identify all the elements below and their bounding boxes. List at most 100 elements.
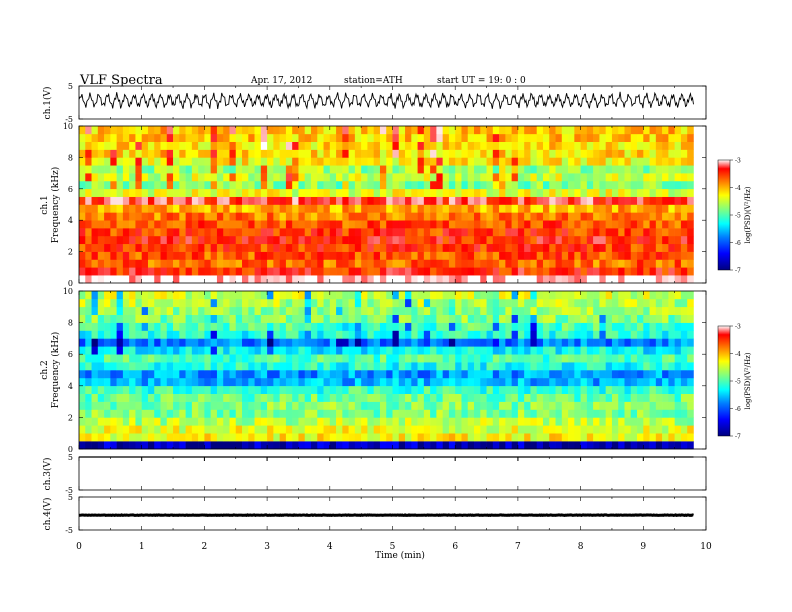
spectrogram-cell	[668, 401, 675, 410]
spectrogram-cell	[260, 338, 268, 347]
spectrogram-cell	[135, 346, 142, 355]
spectrogram-cell	[367, 441, 374, 450]
spectrogram-cell	[687, 354, 694, 363]
spectrogram-cell	[216, 149, 224, 158]
spectrogram-cell	[129, 196, 136, 205]
spectrogram-cell	[542, 291, 550, 300]
spectrogram-cell	[499, 346, 506, 355]
spectrogram-cell	[267, 385, 274, 394]
spectrogram-cell	[292, 330, 299, 339]
spectrogram-cell	[235, 165, 243, 174]
spectrogram-cell	[499, 393, 506, 402]
spectrogram-cell	[511, 441, 519, 450]
spectrogram-cell	[467, 370, 475, 379]
spectrogram-cell	[135, 417, 142, 426]
spectrogram-cell	[310, 441, 318, 450]
spectrogram-cell	[198, 306, 205, 315]
spectrogram-cell	[668, 417, 675, 426]
spectrogram-cell	[467, 275, 475, 284]
spectrogram-cell	[292, 157, 299, 166]
y-tick-label: 2	[68, 413, 73, 422]
spectrogram-cell	[630, 338, 638, 347]
spectrogram-cell	[91, 180, 99, 190]
spectrogram-cell	[373, 212, 381, 221]
spectrogram-cell	[486, 346, 494, 355]
spectrogram-cell	[122, 393, 130, 402]
spectrogram-cell	[524, 330, 531, 339]
spectrogram-cell	[173, 362, 180, 371]
spectrogram-cell	[110, 425, 117, 434]
spectrogram-cell	[179, 401, 186, 410]
spectrogram-cell	[166, 204, 174, 213]
spectrogram-cell	[122, 401, 130, 410]
spectrogram-cell	[680, 149, 688, 158]
spectrogram-cell	[467, 401, 475, 410]
spectrogram-cell	[668, 354, 675, 363]
spectrogram-cell	[668, 393, 675, 402]
spectrogram-cell	[367, 385, 374, 394]
spectrogram-cell	[97, 322, 105, 331]
spectrogram-cell	[411, 267, 418, 276]
spectrogram-cell	[517, 275, 525, 284]
spectrogram-cell	[116, 149, 124, 158]
spectrogram-cell	[624, 188, 632, 197]
spectrogram-cell	[486, 165, 494, 174]
spectrogram-cell	[361, 346, 368, 355]
spectrogram-cell	[536, 251, 544, 260]
spectrogram-cell	[499, 298, 506, 308]
spectrogram-cell	[618, 235, 625, 245]
spectrogram-cell	[611, 228, 619, 237]
spectrogram-cell	[285, 275, 293, 284]
spectrogram-cell	[417, 133, 425, 142]
spectrogram-cell	[336, 141, 343, 150]
spectrogram-cell	[173, 204, 180, 213]
spectrogram-cell	[342, 228, 349, 237]
spectrogram-cell	[630, 133, 638, 142]
spectrogram-cell	[586, 409, 594, 418]
spectrogram-cell	[417, 173, 425, 182]
spectrogram-cell	[467, 251, 475, 260]
spectrogram-cell	[216, 346, 224, 355]
spectrogram-cell	[104, 220, 111, 229]
spectrogram-cell	[643, 346, 650, 355]
spectrogram-cell	[542, 228, 550, 237]
spectrogram-cell	[122, 433, 130, 442]
spectrogram-cell	[229, 362, 237, 371]
spectrogram-cell	[185, 433, 193, 442]
spectrogram-cell	[549, 393, 556, 402]
spectrogram-cell	[342, 401, 349, 410]
spectrogram-cell	[173, 267, 180, 276]
spectrogram-cell	[486, 275, 494, 284]
spectrogram-cell	[643, 393, 650, 402]
spectrogram-cell	[448, 314, 456, 323]
spectrogram-cell	[191, 441, 199, 450]
spectrogram-cell	[605, 188, 613, 197]
spectrogram-cell	[336, 433, 343, 442]
spectrogram-cell	[348, 409, 356, 418]
spectrogram-cell	[379, 173, 387, 182]
spectrogram-cell	[605, 298, 613, 308]
spectrogram-cell	[210, 346, 218, 355]
spectrogram-cell	[191, 220, 199, 229]
x-tick-label: 2	[202, 542, 208, 552]
spectrogram-cell	[210, 204, 218, 213]
spectrogram-cell	[398, 126, 406, 135]
spectrogram-cell	[379, 385, 387, 394]
spectrogram-cell	[643, 441, 650, 450]
spectrogram-cell	[542, 354, 550, 363]
spectrogram-cell	[486, 204, 494, 213]
spectrogram-cell	[229, 298, 237, 308]
spectrogram-cell	[242, 149, 249, 158]
spectrogram-cell	[185, 401, 193, 410]
spectrogram-cell	[392, 298, 400, 308]
spectrogram-cell	[593, 401, 600, 410]
spectrogram-cell	[392, 188, 400, 197]
spectrogram-cell	[480, 133, 487, 142]
spectrogram-cell	[216, 441, 224, 450]
spectrogram-cell	[129, 157, 136, 166]
spectrogram-cell	[630, 165, 638, 174]
spectrogram-cell	[668, 291, 675, 300]
spectrogram-cell	[668, 180, 675, 190]
spectrogram-cell	[436, 362, 443, 371]
spectrogram-cell	[85, 298, 92, 308]
